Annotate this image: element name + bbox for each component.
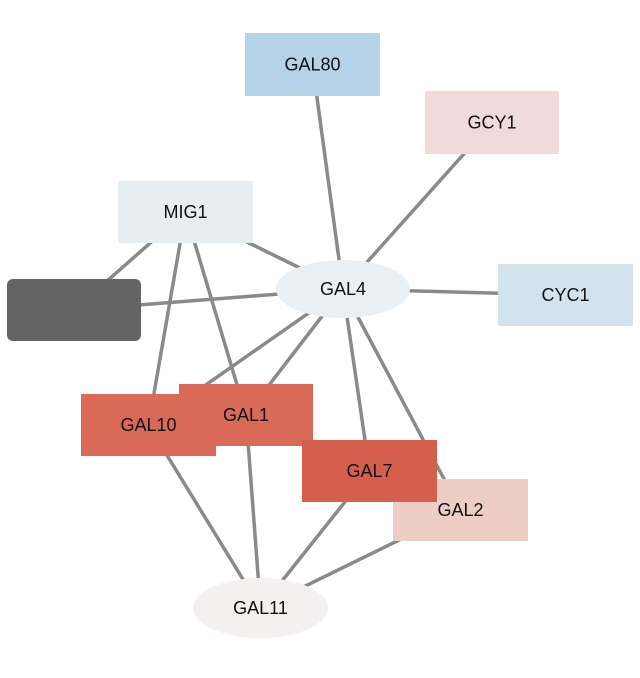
node-shape	[118, 181, 253, 243]
node-gal4[interactable]: GAL4	[276, 260, 410, 318]
node-gal11[interactable]: GAL11	[193, 578, 328, 638]
node-gcy1[interactable]: GCY1	[425, 91, 559, 154]
node-cyc1[interactable]: CYC1	[498, 264, 633, 326]
node-shape	[179, 384, 313, 446]
edge-mig1-gal10	[146, 211, 188, 426]
node-label: GAL2	[437, 500, 483, 520]
node-label: GAL1	[223, 405, 269, 425]
node-label: GAL7	[346, 461, 392, 481]
node-label: MIG1	[163, 202, 207, 222]
edge-gal4-gal2	[341, 288, 463, 511]
node-label: GCY1	[467, 113, 516, 133]
node-label: GAL11	[233, 598, 288, 618]
node-shape	[193, 578, 328, 638]
node-mig1[interactable]: MIG1	[118, 181, 253, 243]
node-shape	[498, 264, 633, 326]
node-label: GAL80	[284, 55, 340, 75]
node-gal7[interactable]: GAL7	[302, 440, 437, 502]
node-unlabeled[interactable]	[7, 279, 141, 341]
node-shape	[276, 260, 410, 318]
node-label: GAL4	[320, 279, 366, 299]
node-shape	[7, 279, 141, 341]
edge-gal1-gal11	[244, 414, 263, 609]
node-label: CYC1	[541, 285, 589, 305]
node-shape	[425, 91, 559, 154]
node-shape	[302, 440, 437, 502]
node-label: GAL10	[120, 415, 176, 435]
node-gal80[interactable]: GAL80	[245, 33, 380, 96]
edge-gal4-gal80	[310, 64, 345, 290]
node-layer: GAL80 GCY1 MIG1 GAL4 CYC1 GAL2 GAL10 GAL1 GAL7 GA…	[7, 33, 633, 638]
node-shape	[245, 33, 380, 96]
node-gal1[interactable]: GAL1	[179, 384, 313, 446]
edge-mig1-gal1	[183, 211, 248, 416]
